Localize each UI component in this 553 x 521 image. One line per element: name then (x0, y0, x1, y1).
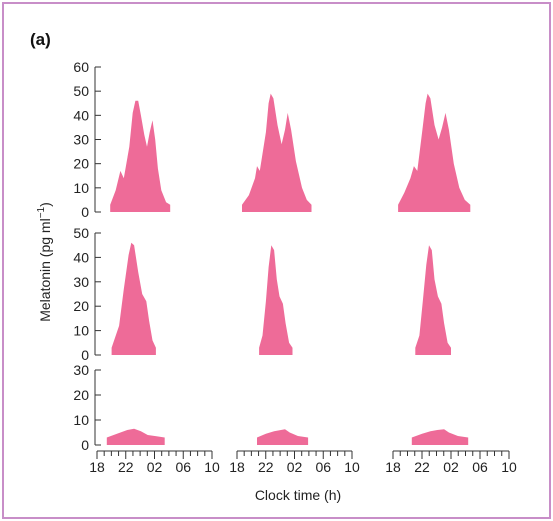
chart-row-3: 0 10 20 30 (73, 362, 469, 453)
y-axis-label: Melatonin (pg ml−1) (36, 202, 53, 322)
x-tick-label: 18 (385, 459, 401, 475)
y-tick-label-row1: 20 (73, 156, 89, 172)
x-axis-label: Clock time (h) (255, 487, 341, 503)
melatonin-area-row3-panel2 (257, 429, 309, 445)
y-tick-label-row2: 50 (73, 225, 89, 241)
y-tick-label-row3: 10 (73, 412, 89, 428)
x-tick-label: 10 (204, 459, 220, 475)
melatonin-area-row2-panel1 (111, 242, 156, 355)
y-tick-label-row1: 50 (73, 83, 89, 99)
x-tick-label: 02 (287, 459, 303, 475)
melatonin-area-row3-panel1 (106, 428, 165, 445)
melatonin-area-row1-panel2 (242, 93, 312, 212)
y-tick-label-row1: 30 (73, 132, 89, 148)
y-tick-label-row2: 30 (73, 274, 89, 290)
x-tick-label: 22 (414, 459, 430, 475)
melatonin-area-row2-panel2 (259, 245, 293, 355)
x-tick-label: 06 (175, 459, 191, 475)
y-tick-label-row2: 10 (73, 323, 89, 339)
y-tick-label-row2: 0 (81, 347, 89, 363)
x-tick-label: 18 (229, 459, 245, 475)
y-tick-label-row1: 40 (73, 107, 89, 123)
y-tick-label-row2: 20 (73, 298, 89, 314)
melatonin-area-row1-panel3 (398, 93, 471, 212)
y-tick-label-row2: 40 (73, 249, 89, 265)
melatonin-area-row2-panel3 (415, 245, 451, 355)
melatonin-area-row3-panel3 (411, 429, 469, 445)
x-tick-label: 22 (118, 459, 134, 475)
y-tick-label-row1: 10 (73, 180, 89, 196)
y-axis-label-main: Melatonin (pg ml (37, 218, 53, 322)
y-axis-label-suffix: ) (37, 202, 53, 207)
y-tick-label-row3: 0 (81, 437, 89, 453)
x-tick-label: 22 (258, 459, 274, 475)
y-tick-label-row3: 30 (73, 362, 89, 378)
x-tick-label: 02 (147, 459, 163, 475)
x-axis-3: 18 22 02 06 10 (385, 450, 517, 475)
panel-label: (a) (30, 30, 51, 49)
x-tick-label: 06 (315, 459, 331, 475)
melatonin-area-row1-panel1 (110, 100, 171, 212)
x-tick-label: 18 (89, 459, 105, 475)
x-axis-2: 18 22 02 06 10 (229, 450, 360, 475)
x-tick-label: 02 (443, 459, 459, 475)
x-axes: 18 22 02 06 10 18 22 02 06 10 18 22 02 06 10 (89, 450, 517, 475)
y-tick-label-row1: 0 (81, 204, 89, 220)
chart-row-2: 0 10 20 30 40 50 (73, 225, 451, 363)
y-tick-label-row1: 60 (73, 59, 89, 75)
x-tick-label: 10 (344, 459, 360, 475)
x-tick-label: 10 (501, 459, 517, 475)
x-axis-1: 18 22 02 06 10 (89, 450, 220, 475)
y-tick-label-row3: 20 (73, 387, 89, 403)
y-axis-label-superscript: −1 (36, 206, 47, 218)
chart-rows: 0 10 20 30 40 50 60 0 10 20 30 40 50 0 10 20 30 (73, 59, 471, 453)
chart-row-1: 0 10 20 30 40 50 60 (73, 59, 471, 220)
x-tick-label: 06 (472, 459, 488, 475)
